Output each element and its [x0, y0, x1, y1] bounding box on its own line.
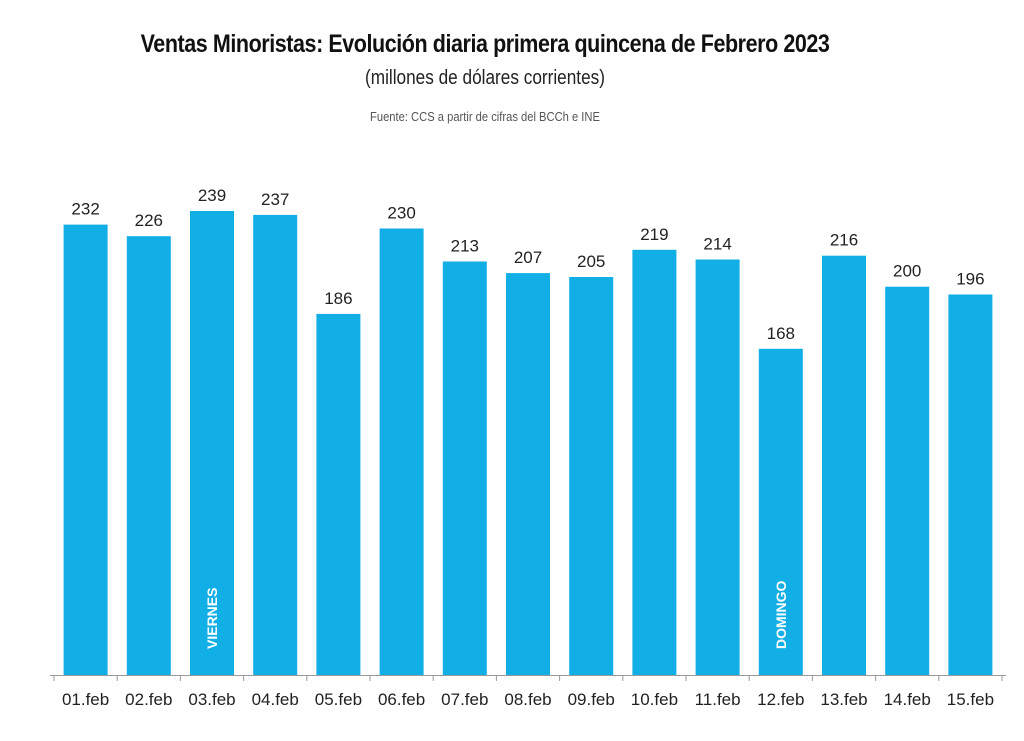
bar-01.feb	[63, 224, 108, 675]
x-tick-label-04.feb: 04.feb	[252, 690, 299, 709]
x-tick-label-09.feb: 09.feb	[568, 690, 615, 709]
chart-title: Ventas Minoristas: Evolución diaria prim…	[140, 30, 830, 58]
bar-10.feb	[632, 249, 677, 676]
bar-05.feb	[316, 313, 361, 675]
bar-04.feb	[253, 214, 298, 675]
data-label-02.feb: 226	[135, 211, 163, 230]
data-label-07.feb: 213	[451, 237, 479, 256]
data-label-10.feb: 219	[640, 225, 668, 244]
bar-09.feb	[569, 277, 614, 675]
data-label-11.feb: 214	[703, 235, 731, 254]
x-tick-label-10.feb: 10.feb	[631, 690, 678, 709]
data-label-14.feb: 200	[893, 262, 921, 281]
x-tick-label-07.feb: 07.feb	[441, 690, 488, 709]
bar-08.feb	[506, 273, 550, 675]
data-label-13.feb: 216	[830, 231, 858, 250]
data-label-15.feb: 196	[956, 270, 984, 289]
bar-06.feb	[379, 228, 424, 675]
data-label-04.feb: 237	[261, 190, 289, 209]
x-tick-label-12.feb: 12.feb	[757, 690, 804, 709]
bar-annotation-12.feb: DOMINGO	[773, 580, 789, 649]
data-label-03.feb: 239	[198, 186, 226, 205]
data-label-12.feb: 168	[767, 324, 795, 343]
bar-07.feb	[442, 261, 487, 675]
bar-12.feb	[758, 348, 803, 675]
x-tick-label-02.feb: 02.feb	[125, 690, 172, 709]
x-tick-label-06.feb: 06.feb	[378, 690, 425, 709]
x-tick-label-05.feb: 05.feb	[315, 690, 362, 709]
chart-source: Fuente: CCS a partir de cifras del BCCh …	[370, 109, 600, 124]
x-tick-label-15.feb: 15.feb	[947, 690, 994, 709]
bar-14.feb	[885, 286, 930, 675]
x-tick-label-01.feb: 01.feb	[62, 690, 109, 709]
x-tick-label-13.feb: 13.feb	[820, 690, 867, 709]
data-label-09.feb: 205	[577, 252, 605, 271]
bar-02.feb	[126, 236, 171, 675]
bar-annotation-03.feb: VIERNES	[204, 588, 220, 649]
data-label-01.feb: 232	[71, 200, 99, 219]
x-tick-label-11.feb: 11.feb	[695, 690, 741, 709]
chart-subtitle: (millones de dólares corrientes)	[365, 67, 605, 89]
x-tick-label-14.feb: 14.feb	[884, 690, 931, 709]
data-label-05.feb: 186	[324, 289, 352, 308]
data-label-08.feb: 207	[514, 248, 542, 267]
x-tick-label-08.feb: 08.feb	[504, 690, 551, 709]
bar-15.feb	[948, 294, 993, 675]
x-tick-label-03.feb: 03.feb	[188, 690, 235, 709]
bar-03.feb	[190, 211, 234, 675]
data-label-06.feb: 230	[387, 204, 415, 223]
bar-13.feb	[822, 255, 866, 675]
bar-11.feb	[695, 259, 740, 675]
